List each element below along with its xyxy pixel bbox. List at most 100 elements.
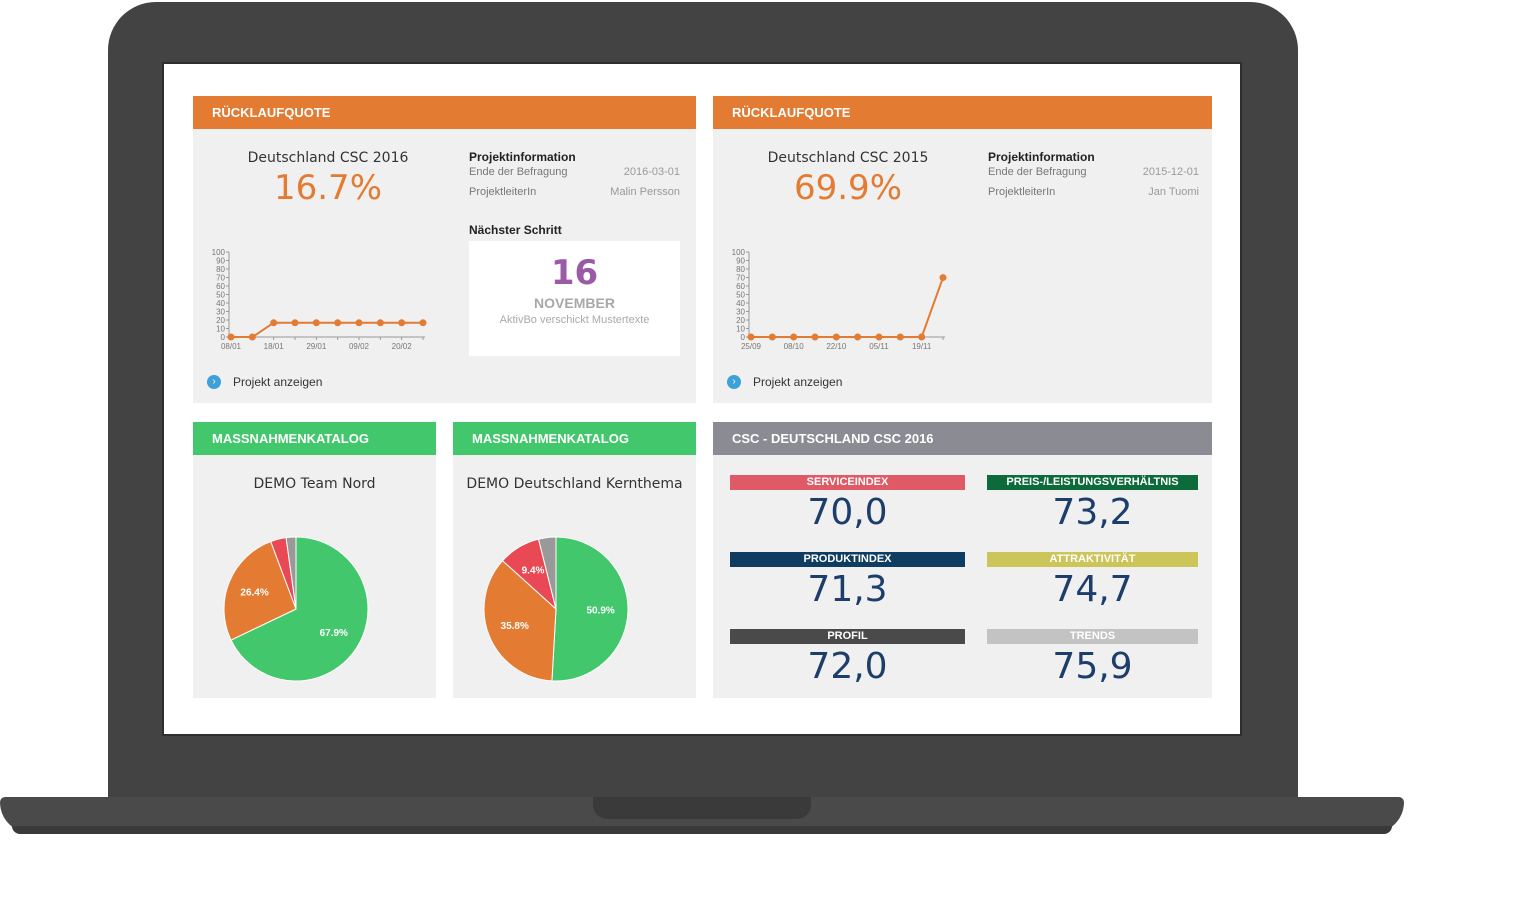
pie-slice <box>551 536 629 682</box>
project-lead-value: Malin Persson <box>610 186 680 198</box>
data-point <box>227 333 235 341</box>
panel-header: MASSNAHMENKATALOG <box>193 422 436 455</box>
pie-slice-label: 9.4% <box>522 566 545 577</box>
y-tick-label: 60 <box>216 282 225 291</box>
measures-catalog-panel-kernthema: MASSNAHMENKATALOG DEMO Deutschland Kernt… <box>453 422 696 698</box>
project-title: Deutschland CSC 2016 <box>247 150 409 166</box>
data-point <box>398 319 406 327</box>
catalog-title: DEMO Deutschland Kernthema <box>466 476 683 492</box>
end-date-value: 2016-03-01 <box>623 166 680 178</box>
kpi-value-price-performance: 73,2 <box>1052 492 1133 533</box>
x-tick-label: 09/02 <box>349 342 370 351</box>
kpi-label-price-performance: PREIS-/LEISTUNGSVERHÄLTNIS <box>987 475 1198 490</box>
data-point <box>291 319 299 327</box>
y-tick-label: 20 <box>216 316 225 325</box>
project-title: Deutschland CSC 2015 <box>767 150 929 166</box>
pie-slice <box>223 540 297 641</box>
response-rate-value: 69.9% <box>793 168 902 208</box>
data-point <box>768 333 776 341</box>
panel-header: RÜCKLAUFQUOTE <box>193 96 696 129</box>
pie-slice-label: 67.9% <box>320 628 348 639</box>
panel-header: RÜCKLAUFQUOTE <box>713 96 1212 129</box>
measures-catalog-panel-team-nord: MASSNAHMENKATALOG DEMO Team Nord 67.9% 26… <box>193 422 436 698</box>
y-tick-label: 70 <box>216 274 225 283</box>
project-lead-label: ProjektleiterIn <box>988 186 1056 198</box>
y-tick-label: 10 <box>736 325 745 334</box>
y-tick-label: 70 <box>736 274 745 283</box>
x-tick-label: 19/11 <box>912 342 932 351</box>
show-project-link[interactable]: Projekt anzeigen <box>753 375 843 389</box>
x-tick-label: 18/01 <box>264 342 285 351</box>
data-point <box>832 333 840 341</box>
next-step-note: AktivBo verschickt Mustertexte <box>499 314 650 326</box>
pie-slice <box>537 536 557 610</box>
kpi-label-attraktivitaet: ATTRAKTIVITÄT <box>987 552 1198 567</box>
response-rate-panel-2015: RÜCKLAUFQUOTE Deutschland CSC 2015 69.9%… <box>713 96 1212 403</box>
kpi-label-profil: PROFIL <box>730 629 965 644</box>
kpi-value-serviceindex: 70,0 <box>807 492 888 533</box>
next-step-month: NOVEMBER <box>534 295 615 311</box>
y-tick-label: 10 <box>216 325 225 334</box>
measures-pie-chart: 67.9% 26.4% <box>223 536 369 682</box>
next-step-heading: Nächster Schritt <box>469 223 562 237</box>
measures-pie-chart: 50.9% 35.8% 9.4% <box>483 536 629 682</box>
x-tick-label: 08/10 <box>784 342 805 351</box>
y-tick-label: 100 <box>212 248 226 257</box>
data-point <box>312 319 320 327</box>
project-lead-label: ProjektleiterIn <box>469 186 537 198</box>
pie-slice <box>483 560 557 682</box>
series-line <box>751 277 944 338</box>
project-info-heading: Projektinformation <box>988 150 1095 164</box>
arrow-right-icon[interactable]: › <box>727 375 741 389</box>
data-point <box>270 319 278 327</box>
kpi-label-serviceindex: SERVICEINDEX <box>730 475 965 490</box>
data-point <box>875 333 883 341</box>
x-tick-label: 05/11 <box>869 342 889 351</box>
kpi-value-attraktivitaet: 74,7 <box>1052 569 1133 610</box>
y-tick-label: 40 <box>216 299 225 308</box>
laptop-base-edge <box>12 826 1392 834</box>
y-tick-label: 30 <box>736 308 745 317</box>
data-point <box>811 333 819 341</box>
pie-slice-label: 50.9% <box>586 605 614 616</box>
y-tick-label: 30 <box>216 308 225 317</box>
end-date-label: Ende der Befragung <box>469 166 568 178</box>
y-tick-label: 0 <box>221 333 226 342</box>
pie-slice <box>230 536 369 682</box>
data-point <box>939 274 947 282</box>
laptop-notch <box>593 797 811 819</box>
y-tick-label: 0 <box>741 333 746 342</box>
y-tick-label: 50 <box>736 291 745 300</box>
y-tick-label: 40 <box>736 299 745 308</box>
y-tick-label: 90 <box>216 257 225 266</box>
kpi-value-trends: 75,9 <box>1052 646 1133 687</box>
arrow-right-icon[interactable]: › <box>207 375 221 389</box>
data-point <box>419 319 427 327</box>
laptop-screen: RÜCKLAUFQUOTE Deutschland CSC 2016 16.7%… <box>162 62 1242 736</box>
kpi-value-profil: 72,0 <box>807 646 888 687</box>
pie-slice-label: 35.8% <box>501 621 529 632</box>
x-tick-label: 22/10 <box>826 342 847 351</box>
panel-header: MASSNAHMENKATALOG <box>453 422 696 455</box>
kpi-label-trends: TRENDS <box>987 629 1198 644</box>
next-step-card: 16 NOVEMBER AktivBo verschickt Mustertex… <box>469 241 680 356</box>
x-tick-label: 20/02 <box>392 342 413 351</box>
kpi-value-produktindex: 71,3 <box>807 569 888 610</box>
y-tick-label: 100 <box>732 248 746 257</box>
y-tick-label: 80 <box>736 265 745 274</box>
y-tick-label: 80 <box>216 265 225 274</box>
response-rate-value: 16.7% <box>273 168 382 208</box>
y-tick-label: 20 <box>736 316 745 325</box>
show-project-link[interactable]: Projekt anzeigen <box>233 375 323 389</box>
pie-slice-label: 26.4% <box>240 587 268 598</box>
data-point <box>918 333 926 341</box>
y-tick-label: 60 <box>736 282 745 291</box>
data-point <box>747 333 755 341</box>
end-date-label: Ende der Befragung <box>988 166 1087 178</box>
response-rate-panel-2016: RÜCKLAUFQUOTE Deutschland CSC 2016 16.7%… <box>193 96 696 403</box>
x-tick-label: 08/01 <box>221 342 242 351</box>
y-tick-label: 90 <box>736 257 745 266</box>
catalog-title: DEMO Team Nord <box>253 476 376 492</box>
